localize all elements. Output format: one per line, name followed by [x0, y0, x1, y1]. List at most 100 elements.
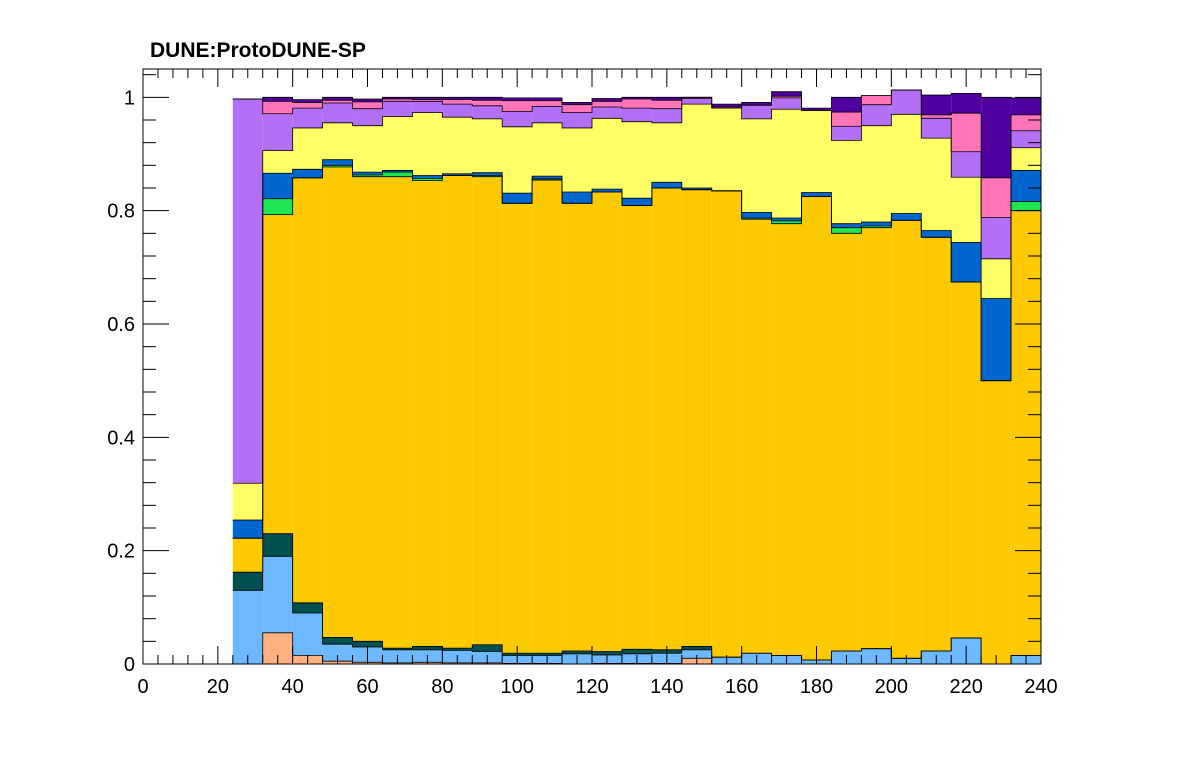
- bar-series-4-bin-21: [831, 233, 862, 651]
- y-tick-label: 1: [124, 87, 135, 109]
- bar-series-7-bin-24: [921, 138, 952, 231]
- bar-series-7-bin-21: [831, 140, 862, 224]
- bar-series-8-bin-12: [562, 112, 592, 128]
- x-tick-label: 140: [650, 676, 683, 698]
- bar-series-3-bin-8: [442, 648, 473, 651]
- bar-series-8-bin-11: [532, 106, 563, 123]
- bar-series-9-bin-4: [322, 100, 353, 103]
- bar-series-7-bin-11: [532, 122, 563, 177]
- bar-series-7-bin-13: [592, 118, 622, 190]
- bar-series-5-bin-4: [322, 165, 353, 168]
- bar-series-3-bin-6: [382, 648, 413, 650]
- bar-series-8-bin-2: [262, 113, 293, 151]
- series-6-edge: [232, 159, 1041, 521]
- bar-series-10-bin-5: [352, 99, 383, 102]
- bar-series-4-bin-7: [412, 180, 443, 647]
- bar-series-8-bin-22: [861, 104, 892, 126]
- bar-series-4-bin-5: [352, 176, 383, 642]
- bar-series-10-bin-18: [741, 102, 772, 106]
- bar-series-4-bin-10: [502, 203, 533, 654]
- bar-series-6-bin-21: [831, 223, 862, 228]
- bar-series-7-bin-10: [502, 126, 533, 194]
- bar-series-8-bin-7: [412, 101, 443, 113]
- bar-series-7-bin-25: [951, 177, 982, 243]
- bar-series-8-bin-27: [1011, 130, 1041, 148]
- bar-series-8-bin-25: [951, 151, 982, 178]
- bar-series-10-bin-27: [1011, 97, 1041, 115]
- bar-series-8-bin-1: [232, 99, 263, 484]
- bar-series-10-bin-20: [801, 108, 832, 111]
- bar-series-7-bin-15: [651, 122, 682, 183]
- x-tick-label: 220: [949, 676, 982, 698]
- bar-series-7-bin-17: [711, 108, 742, 191]
- bar-series-10-bin-11: [532, 97, 563, 101]
- bar-series-6-bin-22: [861, 222, 892, 226]
- x-tick-label: 180: [800, 676, 833, 698]
- bar-series-10-bin-3: [292, 99, 323, 103]
- bar-series-6-bin-12: [562, 191, 592, 204]
- bar-series-3-bin-4: [322, 637, 353, 645]
- bar-series-8-bin-19: [771, 97, 802, 110]
- bar-series-7-bin-3: [292, 127, 323, 170]
- bar-series-9-bin-25: [951, 113, 982, 152]
- bar-series-9-bin-24: [921, 114, 952, 119]
- bar-series-8-bin-23: [891, 89, 922, 115]
- bar-series-10-bin-2: [262, 97, 293, 102]
- x-tick-label: 80: [431, 676, 453, 698]
- bar-series-6-bin-10: [502, 193, 533, 204]
- bar-series-8-bin-26: [981, 217, 1012, 259]
- bar-series-3-bin-2: [262, 533, 293, 557]
- bar-series-4-bin-26: [981, 380, 1012, 664]
- bar-series-8-bin-18: [741, 105, 772, 119]
- bar-series-10-bin-4: [322, 97, 353, 101]
- bar-series-4-bin-19: [771, 223, 802, 656]
- bar-series-9-bin-14: [621, 99, 652, 109]
- bar-series-5-bin-19: [771, 220, 802, 224]
- bar-series-9-bin-22: [861, 95, 892, 105]
- bar-series-7-bin-6: [382, 116, 413, 171]
- y-tick-label: 0.2: [107, 541, 135, 563]
- bar-series-4-bin-15: [651, 188, 682, 650]
- bar-series-6-bin-27: [1011, 170, 1041, 202]
- bar-series-7-bin-26: [981, 258, 1012, 299]
- bar-series-9-bin-6: [382, 99, 413, 102]
- bar-series-8-bin-13: [592, 106, 622, 119]
- x-tick-label: 0: [137, 676, 148, 698]
- bar-series-6-bin-23: [891, 213, 922, 221]
- bar-series-6-bin-6: [382, 170, 413, 173]
- bar-series-7-bin-4: [322, 122, 353, 160]
- bar-series-6-bin-15: [651, 182, 682, 188]
- bar-series-4-bin-8: [442, 175, 473, 649]
- axes: 0 20 40 60 80 100 120 140 160 180 200 220 240 0 0.2 0.4…: [107, 69, 1058, 698]
- bar-series-4-bin-23: [891, 220, 922, 659]
- x-tick-label: 240: [1024, 676, 1057, 698]
- bar-series-4-bin-13: [592, 191, 622, 652]
- bar-series-3-bin-12: [562, 650, 592, 654]
- y-tick-label: 0.6: [107, 314, 135, 336]
- bar-series-7-bin-16: [681, 104, 712, 188]
- bar-series-2-bin-3: [292, 613, 323, 656]
- bar-series-4-bin-1: [232, 538, 263, 573]
- bar-series-8-bin-21: [831, 126, 862, 141]
- bar-series-6-bin-3: [292, 169, 323, 178]
- bar-series-9-bin-19: [771, 96, 802, 98]
- bar-series-6-bin-13: [592, 189, 622, 192]
- bar-series-10-bin-13: [592, 98, 622, 102]
- bar-series-7-bin-19: [771, 109, 802, 219]
- bar-series-7-bin-1: [232, 483, 263, 521]
- bar-series-8-bin-16: [681, 98, 712, 105]
- bar-series-8-bin-4: [322, 103, 353, 123]
- bar-series-10-bin-14: [621, 97, 652, 100]
- bar-series-8-bin-24: [921, 118, 952, 139]
- bar-series-9-bin-21: [831, 112, 862, 127]
- bar-series-8-bin-15: [651, 108, 682, 123]
- bar-series-4-bin-11: [532, 180, 563, 654]
- bar-series-4-bin-25: [951, 282, 982, 638]
- bar-series-4-bin-17: [711, 190, 742, 658]
- bar-series-8-bin-8: [442, 104, 473, 118]
- bar-series-4-bin-3: [292, 177, 323, 603]
- bar-series-9-bin-12: [562, 104, 592, 113]
- bar-series-7-bin-2: [262, 150, 293, 174]
- bar-series-3-bin-5: [352, 641, 383, 647]
